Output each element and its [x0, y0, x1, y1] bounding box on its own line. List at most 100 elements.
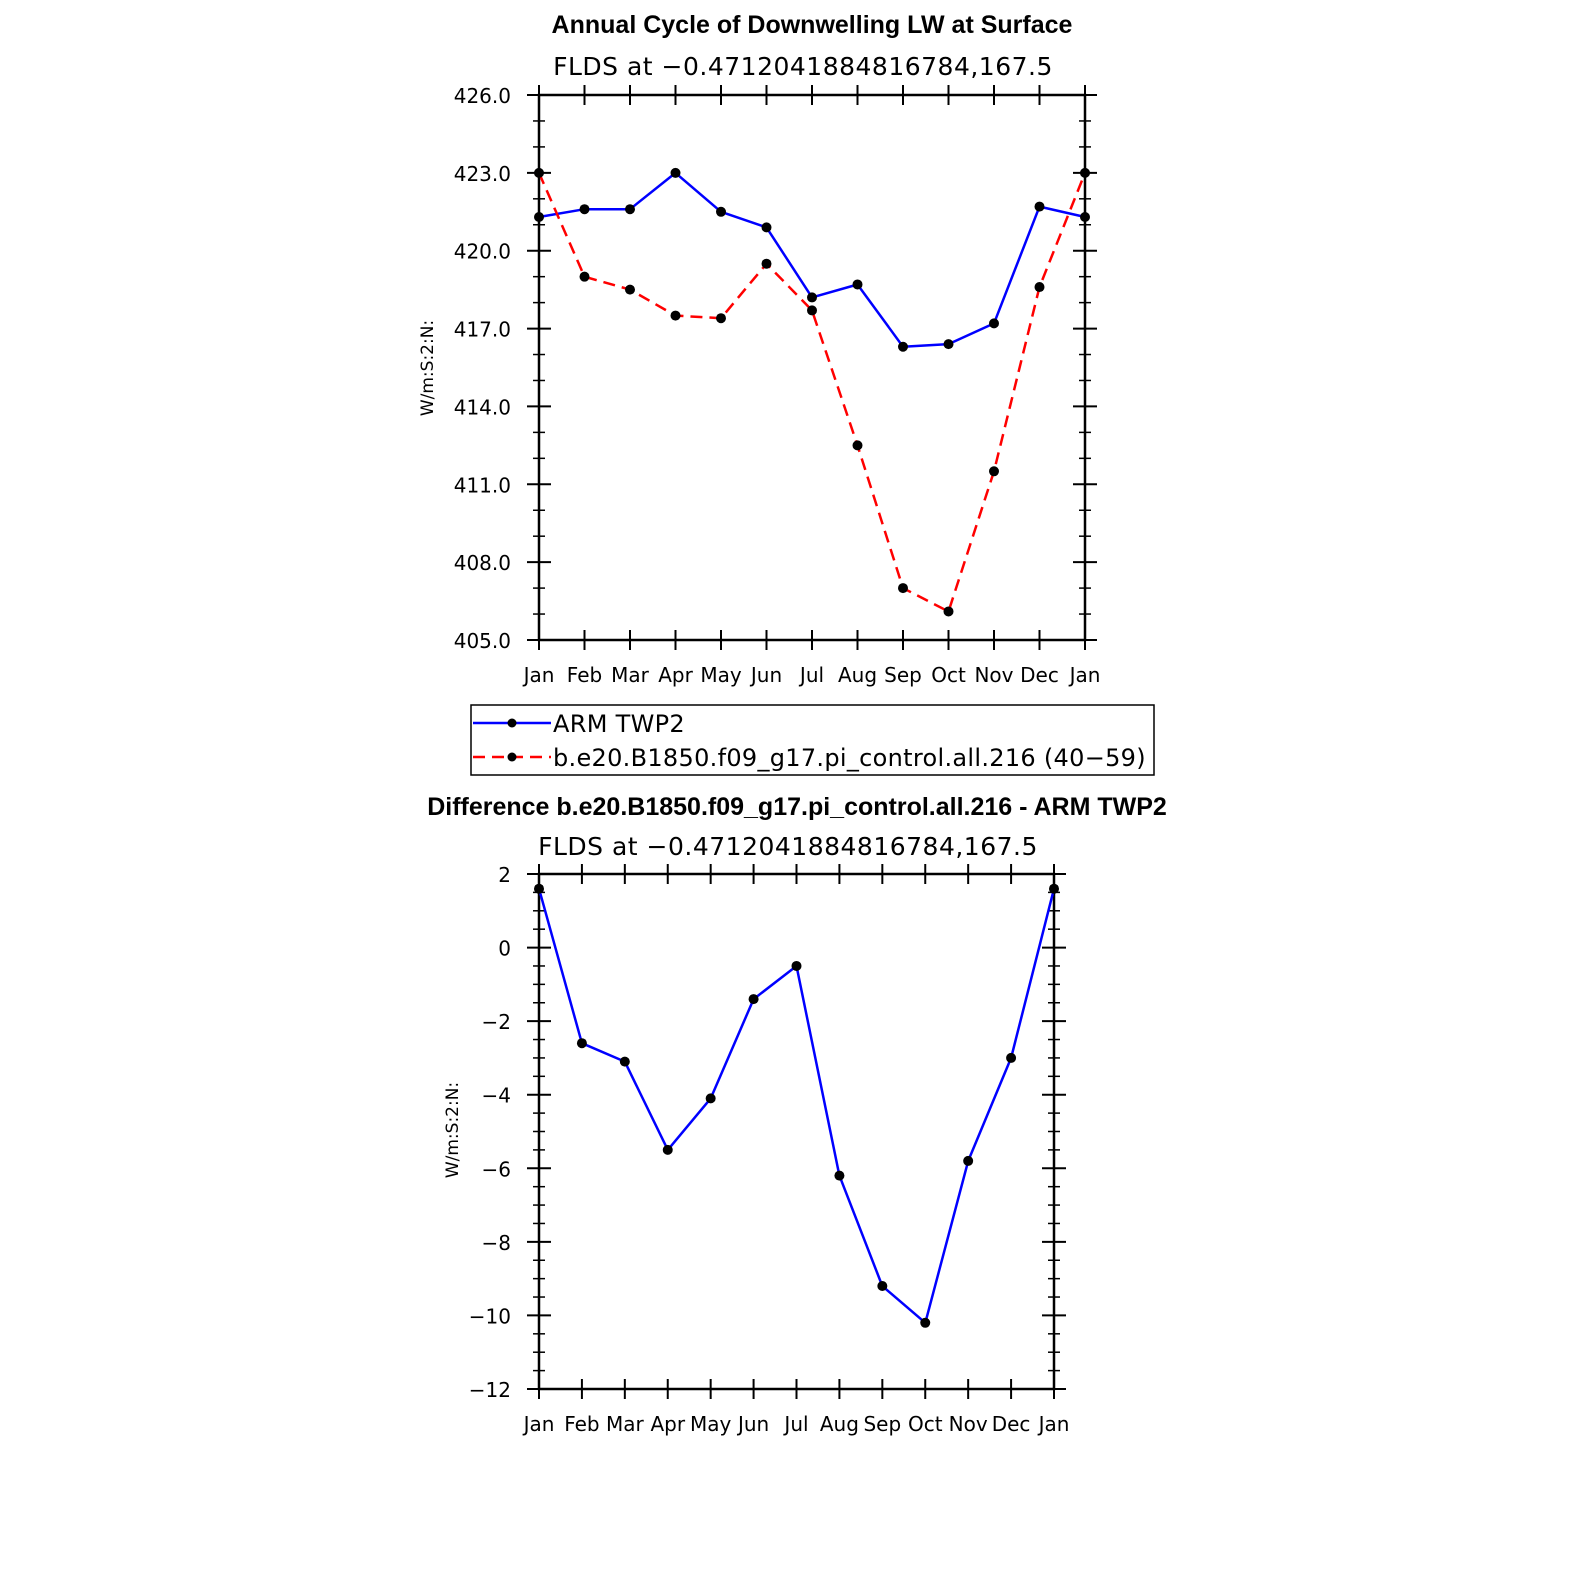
x-tick-label: Aug: [838, 663, 877, 687]
legend-item-model: b.e20.B1850.f09_g17.pi_control.all.216 (…: [473, 744, 1146, 772]
chart-subtitle: FLDS at −0.4712041884816784,167.5: [538, 832, 1038, 861]
difference-chart: Difference b.e20.B1850.f09_g17.pi_contro…: [427, 793, 1167, 1436]
x-tick-label: Jan: [1068, 663, 1101, 687]
data-point: [625, 284, 635, 295]
data-point: [670, 310, 681, 321]
data-point: [898, 583, 908, 594]
data-point: [761, 222, 772, 233]
x-tick-label: Apr: [658, 663, 693, 687]
y-tick-label: 414.0: [454, 395, 511, 419]
x-tick-label: Mar: [606, 1412, 645, 1436]
legend-label: b.e20.B1850.f09_g17.pi_control.all.216 (…: [553, 744, 1146, 772]
x-tick-label: Mar: [611, 663, 650, 687]
data-point: [989, 466, 999, 477]
data-point: [989, 318, 999, 329]
chart-title: Difference b.e20.B1850.f09_g17.pi_contro…: [427, 793, 1167, 821]
x-tick-label: Feb: [567, 663, 602, 687]
x-tick-label: Jun: [736, 1412, 769, 1436]
annual-cycle-chart: Annual Cycle of Downwelling LW at Surfac…: [418, 11, 1155, 776]
x-tick-label: Jan: [522, 663, 555, 687]
x-tick-label: Jan: [1037, 1412, 1070, 1436]
x-tick-label: Jul: [782, 1412, 808, 1436]
data-point: [716, 313, 726, 324]
data-point: [1034, 201, 1045, 212]
data-point: [852, 279, 863, 290]
data-point: [705, 1093, 716, 1104]
x-tick-label: Oct: [931, 663, 966, 687]
plot-frame: [537, 93, 1087, 642]
data-point: [943, 339, 954, 350]
y-tick-label: 408.0: [454, 551, 511, 575]
x-tick-label: Dec: [1020, 663, 1059, 687]
data-point: [920, 1317, 931, 1328]
data-point: [748, 994, 759, 1005]
data-point: [834, 1170, 845, 1181]
x-tick-label: Nov: [974, 663, 1013, 687]
y-tick-label: 2: [498, 863, 511, 887]
data-point: [877, 1281, 888, 1291]
data-point: [852, 440, 863, 451]
data-point: [534, 167, 544, 178]
x-tick-label: Feb: [564, 1412, 599, 1436]
y-tick-label: 420.0: [454, 240, 511, 264]
legend-box: [470, 704, 1155, 776]
data-point: [625, 204, 635, 215]
data-point: [579, 271, 590, 282]
y-tick-label: 423.0: [454, 162, 511, 186]
y-tick-label: −4: [482, 1084, 511, 1108]
y-tick-label: 417.0: [454, 318, 511, 342]
chart-subtitle: FLDS at −0.4712041884816784,167.5: [553, 52, 1053, 81]
y-axis-label: W/m:S:2:N:: [443, 1082, 463, 1178]
legend-label: ARM TWP2: [553, 710, 685, 738]
x-tick-label: Apr: [650, 1412, 685, 1436]
data-point: [534, 211, 544, 222]
data-point: [579, 204, 590, 215]
x-tick-label: Jan: [522, 1412, 555, 1436]
series-line-1: [537, 172, 1087, 613]
y-tick-label: 426.0: [454, 84, 511, 108]
data-point: [807, 292, 817, 303]
x-tick-label: Dec: [992, 1412, 1031, 1436]
legend-swatch-marker: [507, 752, 517, 762]
data-point: [1080, 167, 1090, 178]
chart-title: Annual Cycle of Downwelling LW at Surfac…: [552, 11, 1073, 39]
y-axis-label: W/m:S:2:N:: [418, 320, 438, 416]
x-tick-label: May: [700, 663, 742, 687]
plot-frame: [537, 872, 1056, 1391]
y-tick-label: −12: [469, 1378, 511, 1402]
data-point: [619, 1056, 630, 1067]
y-tick-label: −6: [482, 1157, 511, 1181]
data-point: [662, 1144, 673, 1155]
series-line-0: [538, 171, 1086, 348]
x-tick-label: Sep: [863, 1412, 901, 1436]
y-tick-label: −2: [482, 1010, 511, 1034]
y-tick-label: 405.0: [454, 629, 511, 653]
data-point: [943, 606, 954, 617]
data-point: [716, 206, 726, 217]
y-tick-label: 0: [498, 937, 511, 961]
x-tick-label: Jun: [749, 663, 782, 687]
legend-item-arm-twp2: ARM TWP2: [473, 710, 685, 738]
x-tick-label: Aug: [820, 1412, 859, 1436]
y-tick-label: 411.0: [454, 473, 511, 497]
data-point: [534, 883, 544, 894]
series-line-0: [537, 888, 1056, 1325]
data-point: [963, 1155, 974, 1166]
legend: ARM TWP2 b.e20.B1850.f09_g17.pi_control.…: [470, 704, 1155, 776]
data-point: [1080, 211, 1090, 222]
x-tick-label: Jul: [798, 663, 824, 687]
data-point: [791, 960, 802, 971]
x-tick-label: Nov: [949, 1412, 988, 1436]
x-tick-label: May: [690, 1412, 732, 1436]
data-point: [807, 305, 817, 316]
data-point: [1049, 883, 1059, 894]
data-point: [898, 341, 908, 352]
legend-swatch-marker: [507, 718, 517, 728]
data-point: [576, 1038, 587, 1049]
data-point: [761, 258, 772, 269]
x-tick-label: Oct: [908, 1412, 943, 1436]
y-tick-label: −10: [469, 1304, 511, 1328]
data-point: [1034, 282, 1045, 293]
data-point: [1006, 1052, 1017, 1063]
